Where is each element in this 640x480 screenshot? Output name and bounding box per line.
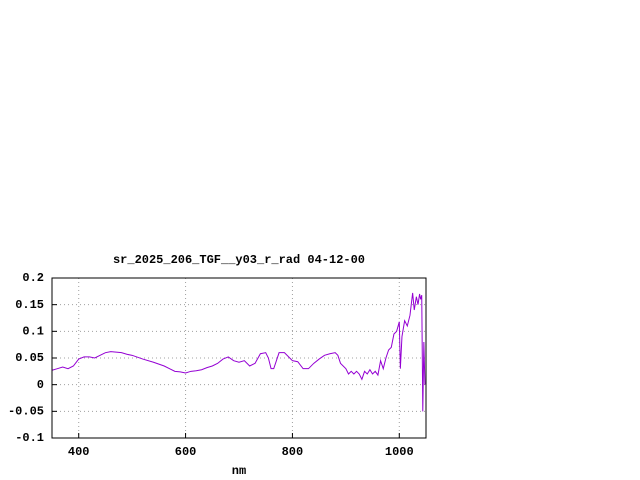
data-line bbox=[51, 292, 426, 412]
y-tick-label: 0.15 bbox=[15, 298, 44, 312]
y-tick-label: -0.05 bbox=[8, 405, 44, 419]
chart-title: sr_2025_206_TGF__y03_r_rad 04-12-00 bbox=[113, 253, 365, 267]
x-tick-label: 600 bbox=[175, 445, 197, 459]
x-tick-label: 800 bbox=[282, 445, 304, 459]
x-axis-label: nm bbox=[232, 464, 246, 478]
y-tick-label: 0.05 bbox=[15, 351, 44, 365]
y-tick-label: -0.1 bbox=[15, 431, 44, 445]
y-tick-label: 0.1 bbox=[22, 325, 44, 339]
x-tick-label: 400 bbox=[68, 445, 90, 459]
y-tick-label: 0 bbox=[37, 378, 44, 392]
y-tick-label: 0.2 bbox=[22, 271, 44, 285]
plot-border bbox=[51, 277, 427, 439]
x-tick-label: 1000 bbox=[385, 445, 414, 459]
